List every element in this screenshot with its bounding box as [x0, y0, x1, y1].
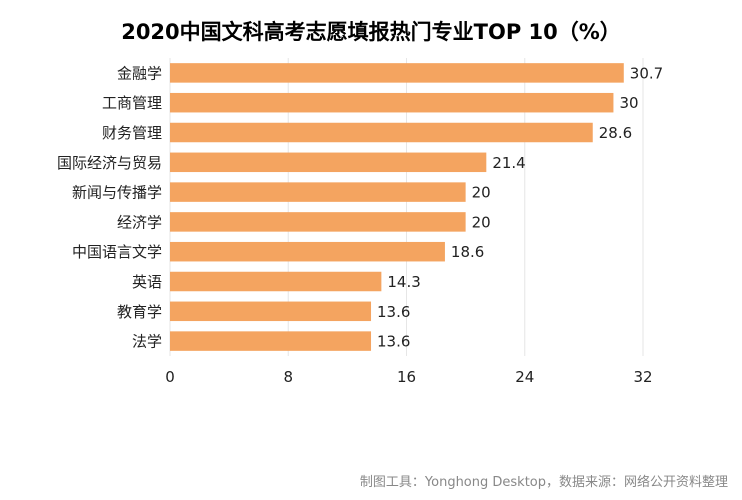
value-label: 30.7 — [630, 64, 663, 82]
bar — [170, 152, 487, 173]
x-tick-label: 0 — [165, 368, 175, 386]
value-label: 14.3 — [387, 273, 420, 291]
category-label: 国际经济与贸易 — [57, 154, 162, 172]
value-label: 13.6 — [377, 303, 410, 321]
value-label: 18.6 — [451, 243, 484, 261]
bars — [170, 63, 624, 351]
category-label: 英语 — [132, 273, 162, 291]
category-label: 工商管理 — [102, 94, 162, 112]
source-note: 制图工具：Yonghong Desktop，数据来源：网络公开资料整理 — [359, 475, 728, 490]
bar — [170, 92, 614, 113]
x-tick-label: 8 — [283, 368, 293, 386]
x-tick-label: 32 — [633, 368, 652, 386]
category-label: 中国语言文学 — [72, 243, 162, 261]
value-label: 20 — [472, 184, 491, 202]
chart-title: 2020中国文科高考志愿填报热门专业TOP 10（%） — [121, 20, 621, 44]
category-label: 经济学 — [117, 213, 162, 231]
x-tick-label: 16 — [397, 368, 416, 386]
value-label: 30 — [619, 94, 638, 112]
bar — [170, 212, 466, 232]
bar — [170, 331, 372, 351]
bar — [170, 271, 382, 292]
value-label: 20 — [472, 213, 491, 231]
value-label: 21.4 — [492, 154, 525, 172]
category-label: 财务管理 — [102, 124, 162, 142]
bar — [170, 182, 466, 202]
bar — [170, 63, 624, 83]
x-axis-ticks: 0 8 16 24 32 — [165, 368, 652, 386]
x-tick-label: 24 — [515, 368, 534, 386]
bar — [170, 122, 593, 143]
category-label: 法学 — [132, 333, 162, 351]
value-label: 13.6 — [377, 333, 410, 351]
category-label: 金融学 — [117, 64, 162, 82]
bar — [170, 241, 445, 262]
bar — [170, 301, 372, 322]
category-label: 新闻与传播学 — [72, 184, 162, 202]
category-label: 教育学 — [117, 303, 162, 321]
value-label: 28.6 — [599, 124, 632, 142]
